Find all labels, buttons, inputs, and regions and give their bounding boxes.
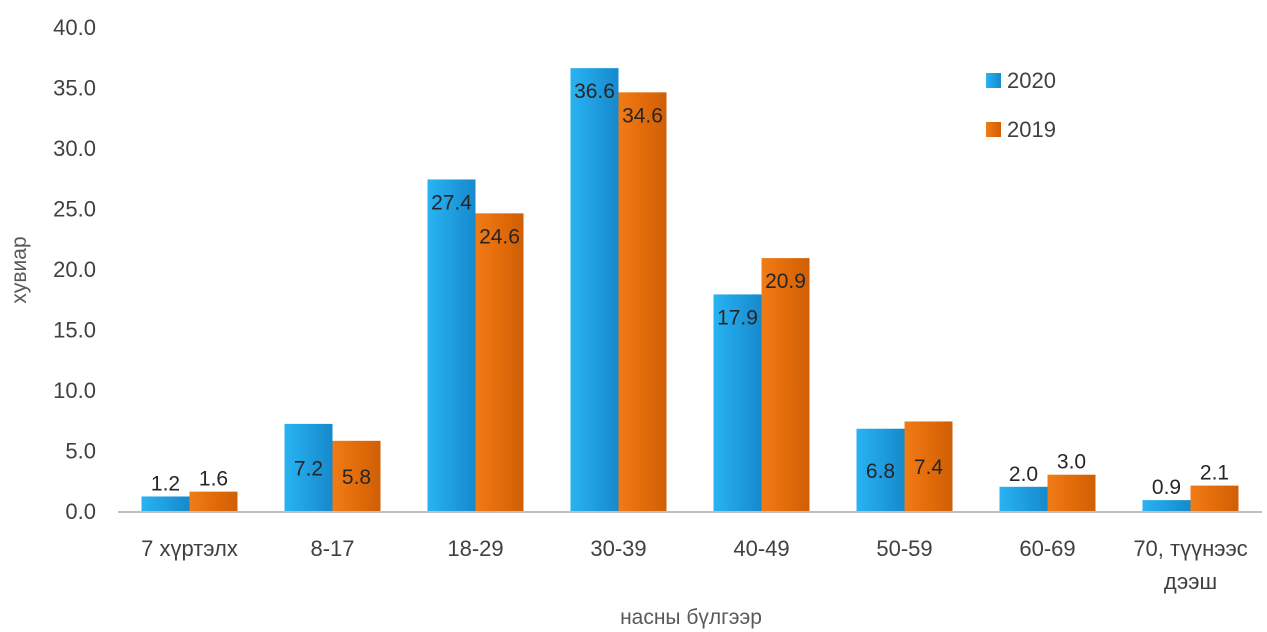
bar-2020-7 [1142,500,1191,511]
x-axis-ticks: 7 хүртэлх 8-17 18-29 30-39 40-49 50-59 60-69 70… [141,536,1248,594]
bar-2019-4 [761,258,810,511]
bar-2020-1 [284,423,333,511]
y-axis-title: хувиар [8,236,31,303]
y-tick-label: 30.0 [53,136,96,161]
legend-swatch-2020 [986,73,1001,88]
data-label-2019-0: 1.6 [199,468,228,491]
bar-2019-3 [618,92,667,511]
y-tick-label: 35.0 [53,76,96,101]
x-tick-label: 8-17 [310,536,354,561]
legend-swatch-2019 [986,122,1001,137]
x-tick-label: 70, түүнээс дээш [1133,536,1247,594]
bar-2020-2 [427,179,476,511]
bar-2019-1 [332,440,381,511]
data-label-2020-0: 1.2 [151,472,180,495]
x-tick-label: 40-49 [733,536,789,561]
data-label-2020-5: 6.8 [866,460,895,483]
y-tick-label: 0.0 [65,499,96,524]
x-tick-label: 18-29 [447,536,503,561]
data-label-2019-4: 20.9 [765,270,806,293]
x-tick-label: 50-59 [876,536,932,561]
legend: 2020 2019 [986,68,1056,142]
y-tick-label: 15.0 [53,318,96,343]
legend-label-2019: 2019 [1007,117,1056,142]
data-label-2019-7: 2.1 [1200,462,1229,485]
data-label-2019-6: 3.0 [1057,451,1086,474]
bar-2020-3 [570,68,619,511]
x-tick-label: 30-39 [590,536,646,561]
bar-2020-6 [999,486,1048,511]
data-label-2020-2: 27.4 [431,191,472,214]
bar-2019-5 [904,421,953,511]
bar-series [141,68,1239,511]
data-label-2020-7: 0.9 [1152,476,1181,499]
bar-2019-6 [1047,474,1096,511]
bar-2020-5 [856,428,905,511]
data-label-2020-3: 36.6 [574,80,615,103]
y-tick-label: 5.0 [65,439,96,464]
data-label-2020-6: 2.0 [1009,463,1038,486]
data-label-2019-5: 7.4 [914,456,944,479]
data-label-2019-1: 5.8 [342,466,371,489]
y-tick-label: 25.0 [53,197,96,222]
bar-2019-7 [1190,485,1239,511]
data-label-2020-4: 17.9 [717,306,758,329]
x-tick-label: 60-69 [1019,536,1075,561]
bar-2019-2 [475,213,524,511]
data-labels: 1.2 1.6 7.2 5.8 27.4 24.6 36.6 34.6 17.9 20.9 6.8 7… [151,80,1229,499]
data-label-2019-3: 34.6 [622,104,663,127]
bar-2020-0 [141,496,190,511]
x-tick-label: 7 хүртэлх [141,536,238,561]
data-label-2019-2: 24.6 [479,225,520,248]
y-tick-label: 10.0 [53,378,96,403]
y-tick-label: 40.0 [53,15,96,40]
data-label-2020-1: 7.2 [294,457,323,480]
y-tick-label: 20.0 [53,257,96,282]
y-axis-ticks: 0.0 5.0 10.0 15.0 20.0 25.0 30.0 35.0 40.0 [53,15,96,524]
bar-2019-0 [189,491,238,511]
bar-2020-4 [713,294,762,511]
x-axis-title: насны бүлгээр [620,606,762,629]
legend-label-2020: 2020 [1007,68,1056,93]
